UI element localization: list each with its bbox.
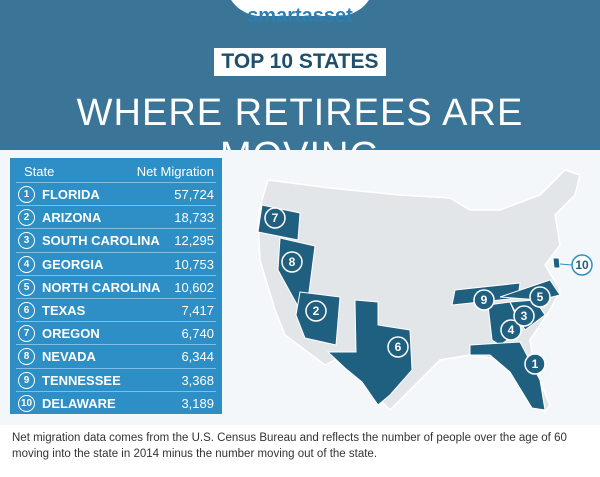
marker-label: 8: [289, 255, 296, 269]
table-row: 3 SOUTH CAROLINA 12,295: [16, 228, 216, 252]
rank: 9: [18, 371, 35, 389]
table-row: 8 NEVADA 6,344: [16, 344, 216, 368]
net-migration: 3,368: [181, 372, 214, 388]
marker-circle: [524, 353, 546, 375]
marker-circle: [473, 289, 495, 311]
marker-circle: [387, 336, 409, 358]
rank: 6: [18, 302, 35, 319]
rank: 5: [18, 278, 35, 296]
markers: 7 8 2 6 9 435 1 10: [264, 207, 593, 375]
net-migration: 7,417: [181, 303, 214, 318]
state-name: GEORGIA: [42, 256, 104, 272]
state-name: FLORIDA: [42, 187, 100, 202]
marker-label: 3: [521, 309, 528, 323]
rank: 2: [18, 209, 35, 227]
marker-circle: [264, 207, 286, 229]
state-name: TENNESSEE: [42, 372, 121, 388]
state-name: OREGON: [42, 326, 100, 342]
badge: TOP 10 STATES: [214, 48, 386, 76]
net-migration: 18,733: [174, 210, 214, 226]
marker-label: 1: [532, 357, 539, 371]
table-row: 1 FLORIDA 57,724: [16, 182, 216, 206]
rank: 7: [18, 325, 35, 343]
state: [552, 257, 561, 269]
marker-label: 5: [537, 290, 544, 304]
column-header: Net Migration: [136, 164, 214, 179]
net-migration: 6,344: [181, 349, 214, 365]
net-migration: 3,189: [181, 395, 214, 411]
marker-circle: [305, 300, 327, 322]
net-migration: 57,724: [174, 187, 214, 202]
marker-label: 7: [272, 211, 279, 225]
net-migration: 10,602: [174, 279, 214, 295]
rank: 4: [18, 255, 35, 273]
marker-label: 10: [575, 258, 589, 272]
marker-label: 2: [313, 304, 320, 318]
column-header: State: [24, 164, 55, 179]
brand: smartasset: [225, 0, 375, 27]
state: [469, 341, 546, 411]
table: State Net Migration 1 FLORIDA 57,724 2 ARIZO…: [10, 158, 222, 414]
marker-label: 9: [481, 293, 488, 307]
table-row: 2 ARIZONA 18,733: [16, 205, 216, 229]
table-row: 4 GEORGIA 10,753: [16, 251, 216, 276]
state-name: DELAWARE: [42, 395, 116, 411]
table-row: 10 DELAWARE 3,189: [16, 390, 216, 415]
rank: 8: [18, 348, 35, 366]
net-migration: 10,753: [174, 256, 214, 272]
marker-circle: [529, 286, 551, 308]
state: [326, 299, 413, 406]
state-name: TEXAS: [42, 303, 86, 318]
table-row: 7 OREGON 6,740: [16, 321, 216, 345]
marker-label: 4: [508, 323, 515, 337]
marker-label: 6: [395, 340, 402, 354]
rank: 3: [18, 232, 35, 250]
marker-circle: [513, 305, 535, 327]
table-row: 9 TENNESSEE 3,368: [16, 367, 216, 392]
net-migration: 12,295: [174, 233, 214, 249]
state-name: NORTH CAROLINA: [42, 279, 161, 295]
state-name: ARIZONA: [42, 210, 102, 226]
net-migration: 6,740: [181, 326, 214, 342]
rank: 1: [18, 186, 35, 203]
footnote: Net migration data comes from the U.S. C…: [12, 432, 567, 460]
leader-line: [559, 263, 573, 266]
state-name: NEVADA: [42, 349, 96, 365]
marker-circle: [500, 319, 522, 341]
marker-circle: [281, 251, 303, 273]
table-row: 5 NORTH CAROLINA 10,602: [16, 274, 216, 299]
state-name: SOUTH CAROLINA: [42, 233, 160, 249]
rank: 10: [18, 394, 35, 412]
table-row: 6 TEXAS 7,417: [16, 298, 216, 322]
